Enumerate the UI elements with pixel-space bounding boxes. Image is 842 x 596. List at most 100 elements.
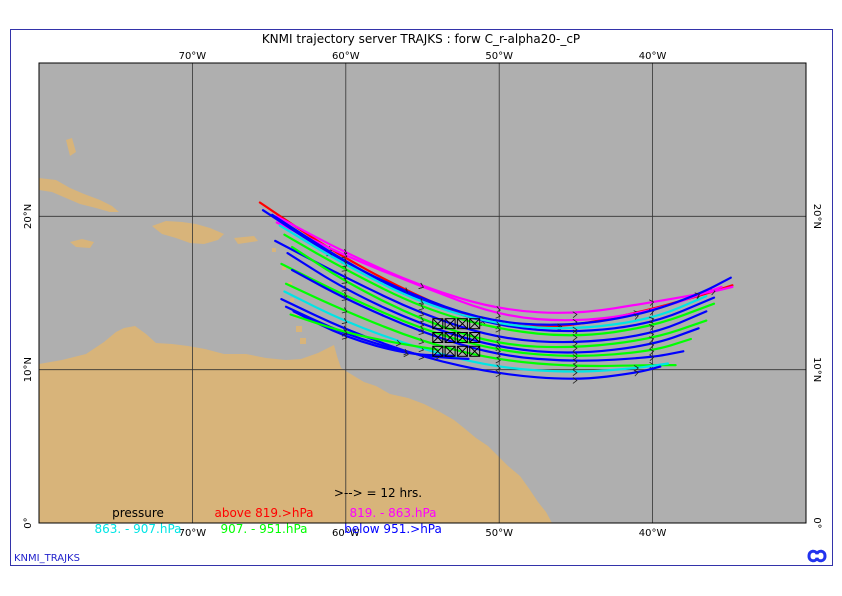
start-point-marker (469, 345, 481, 357)
start-point-marker (432, 332, 444, 343)
time-step-arrow (648, 348, 655, 356)
marker-cross (432, 318, 444, 330)
marker-cross (469, 318, 481, 330)
marker-cross (457, 345, 468, 357)
time-step-arrow (418, 338, 425, 345)
marker-box (432, 318, 444, 330)
marker-cross (444, 332, 456, 343)
marker-box (444, 332, 456, 343)
trajectory-line (280, 262, 692, 357)
bahamas-island (66, 138, 76, 156)
time-step-arrow (572, 334, 578, 341)
lat-tick-label-right: 10°N (811, 357, 822, 382)
time-step-arrow (418, 328, 425, 336)
marker-box (432, 332, 444, 343)
start-point-marker (444, 345, 456, 357)
start-point-marker (469, 318, 481, 330)
cuba-island (39, 178, 119, 212)
trajectory-line (284, 282, 677, 368)
start-point-marker (456, 318, 468, 330)
time-step-arrow (648, 336, 655, 343)
lon-tick-label-top: 40°W (639, 51, 667, 62)
trajectory-line (275, 215, 734, 314)
marker-box (469, 345, 481, 357)
jamaica-island (70, 239, 94, 248)
map-title: KNMI trajectory server TRAJKS : forw C_r… (261, 32, 581, 46)
lat-tick-label-left: 0° (23, 517, 34, 528)
time-step-arrow (572, 326, 578, 334)
time-step-arrow (495, 326, 501, 333)
marker-cross (457, 318, 468, 330)
time-step-arrow (341, 333, 348, 340)
lon-tick-label-bottom: 60°W (332, 528, 360, 539)
start-point-marker (444, 332, 456, 343)
start-point-marker (469, 332, 481, 343)
time-step-arrow (341, 278, 348, 284)
marker-box (432, 345, 444, 357)
time-step-arrow (648, 316, 655, 324)
south-america-landmass (39, 326, 552, 523)
start-point-marker (456, 332, 468, 343)
time-step-arrow (572, 354, 578, 361)
trajectory-line (291, 268, 685, 362)
trajectory-line (289, 313, 439, 351)
lon-tick-label-bottom: 70°W (179, 528, 207, 539)
time-step-arrow (572, 377, 578, 384)
marker-box (469, 318, 481, 330)
time-step-arrow (633, 313, 639, 320)
marker-box (456, 318, 468, 330)
marker-cross (457, 332, 468, 343)
time-step-arrow (694, 292, 701, 299)
time-step-arrow (648, 324, 655, 331)
lon-tick-label-top: 60°W (332, 51, 360, 62)
time-step-arrow (495, 364, 501, 371)
trajectory-line (280, 298, 662, 380)
marker-box (444, 318, 456, 330)
knmi-logo-icon (807, 549, 827, 563)
start-marker-layer (432, 318, 481, 357)
lon-tick-label-top: 70°W (179, 51, 207, 62)
start-point-marker (432, 318, 444, 330)
time-step-arrow (633, 369, 639, 377)
time-step-arrow (341, 261, 348, 267)
time-step-arrow (418, 304, 425, 311)
time-step-arrow (572, 369, 578, 377)
marker-cross (469, 345, 481, 357)
axis-tick-labels: 70°W 70°W 60°W 60°W 50°W 50°W 40°W 40°W 20°N 20°N… (23, 51, 822, 539)
lon-tick-label-top: 50°W (485, 51, 513, 62)
time-step-arrow (341, 294, 348, 301)
lat-tick-label-left: 10°N (23, 357, 34, 382)
time-step-arrow (572, 344, 578, 352)
time-step-arrow (341, 252, 348, 259)
trajectory-line (261, 209, 732, 326)
time-step-arrow (495, 356, 501, 364)
time-step-arrow (572, 311, 578, 318)
time-step-arrow (633, 365, 639, 372)
lon-tick-label-bottom: 50°W (485, 528, 513, 539)
time-step-arrow (495, 370, 501, 378)
marker-cross (444, 345, 456, 357)
time-step-arrow (341, 265, 348, 272)
puerto-rico-island (234, 236, 258, 244)
time-step-arrow (403, 350, 409, 358)
marker-cross (432, 345, 444, 357)
marker-box (444, 345, 456, 357)
graticule (39, 63, 806, 523)
start-point-marker (444, 318, 456, 330)
marker-cross (432, 332, 444, 343)
marker-box (469, 332, 481, 343)
marker-box (456, 332, 468, 343)
marker-box (456, 345, 468, 357)
land-layer (39, 138, 552, 523)
figure-frame (10, 29, 833, 566)
time-step-arrow (341, 317, 348, 325)
time-step-arrow (395, 339, 402, 347)
map-border (38, 62, 807, 524)
trajectory-line (292, 310, 455, 357)
time-step-arrow (341, 328, 348, 336)
time-step-arrow (572, 363, 578, 370)
time-step-arrow (341, 307, 348, 314)
start-point-marker (432, 345, 444, 357)
time-step-arrow (341, 285, 348, 292)
